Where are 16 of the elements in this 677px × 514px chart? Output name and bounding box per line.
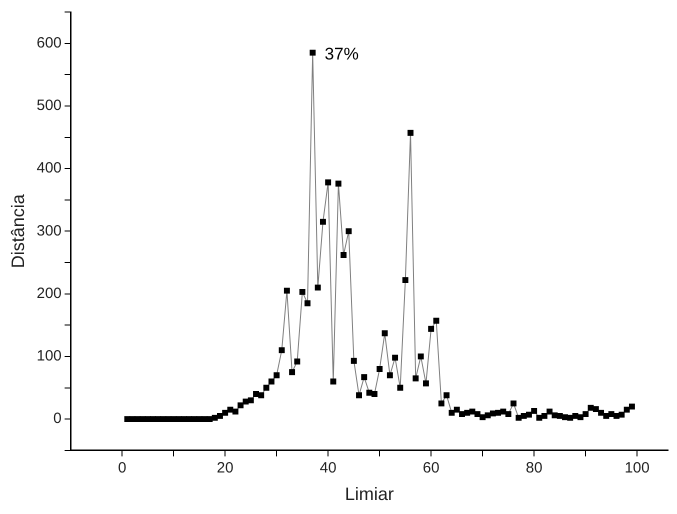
x-tick-label: 100 [624,460,650,477]
x-tick-label: 60 [422,460,440,477]
y-tick-label: 400 [36,160,62,177]
y-tick-label: 0 [53,410,62,428]
y-tick-label: 500 [36,97,62,114]
x-tick-label: 80 [526,460,542,477]
annotation: 37% [324,44,359,64]
x-tick-label: 0 [118,460,126,477]
y-tick-label: 200 [36,284,62,302]
y-tick-label: 600 [36,34,62,52]
y-tick-label: 300 [36,222,62,240]
y-tick-label: 100 [36,348,62,365]
x-axis-title: Limiar [344,484,394,504]
x-tick-label: 40 [320,460,336,477]
y-axis-title: Distância [8,193,28,268]
x-tick-label: 20 [216,460,234,477]
